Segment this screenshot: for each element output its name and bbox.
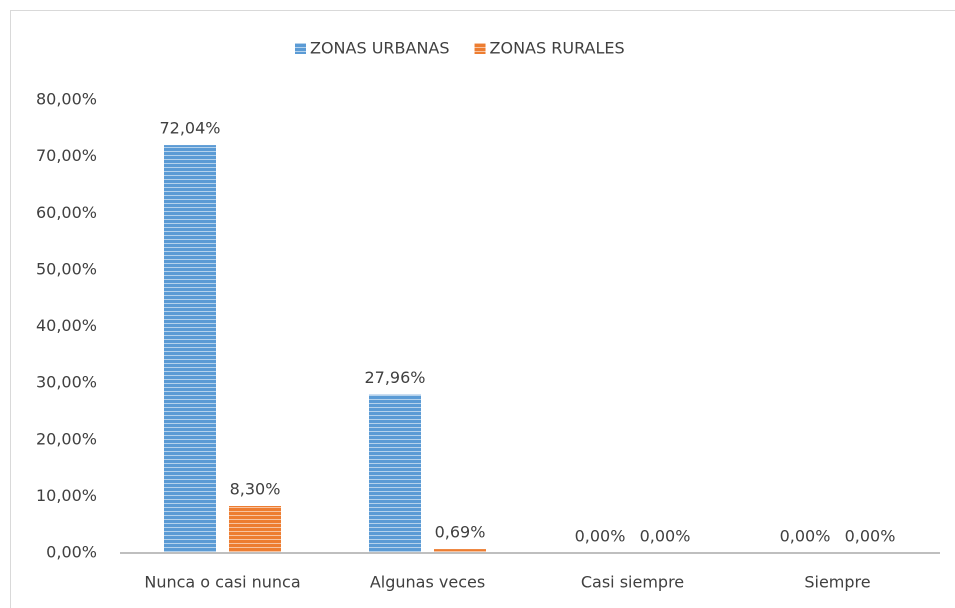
y-tick-label: 50,00% [36, 259, 97, 278]
y-tick-label: 80,00% [36, 90, 97, 109]
value-label: 0,69% [435, 523, 486, 542]
x-tick-label: Casi siempre [581, 573, 684, 592]
legend-swatch [474, 43, 486, 54]
value-label: 0,00% [640, 527, 691, 546]
y-tick-label: 70,00% [36, 146, 97, 165]
y-tick-label: 40,00% [36, 316, 97, 335]
value-label: 0,00% [780, 527, 831, 546]
x-tick-label: Nunca o casi nunca [144, 573, 300, 592]
y-tick-label: 60,00% [36, 203, 97, 222]
x-tick-label: Siempre [804, 573, 870, 592]
chart-border [10, 10, 955, 608]
legend-label: ZONAS URBANAS [310, 39, 450, 58]
bar [434, 549, 486, 553]
value-label: 27,96% [364, 368, 425, 387]
y-tick-label: 10,00% [36, 486, 97, 505]
bar [369, 394, 421, 553]
value-label: 72,04% [159, 119, 220, 138]
value-label: 0,00% [845, 527, 896, 546]
value-label: 8,30% [230, 480, 281, 499]
y-tick-label: 0,00% [46, 543, 97, 562]
bar [229, 506, 281, 553]
legend-swatch [295, 43, 306, 54]
y-tick-label: 20,00% [36, 429, 97, 448]
y-tick-label: 30,00% [36, 373, 97, 392]
x-tick-label: Algunas veces [370, 573, 485, 592]
value-label: 0,00% [575, 527, 626, 546]
bar [164, 145, 216, 554]
legend-label: ZONAS RURALES [490, 39, 625, 58]
